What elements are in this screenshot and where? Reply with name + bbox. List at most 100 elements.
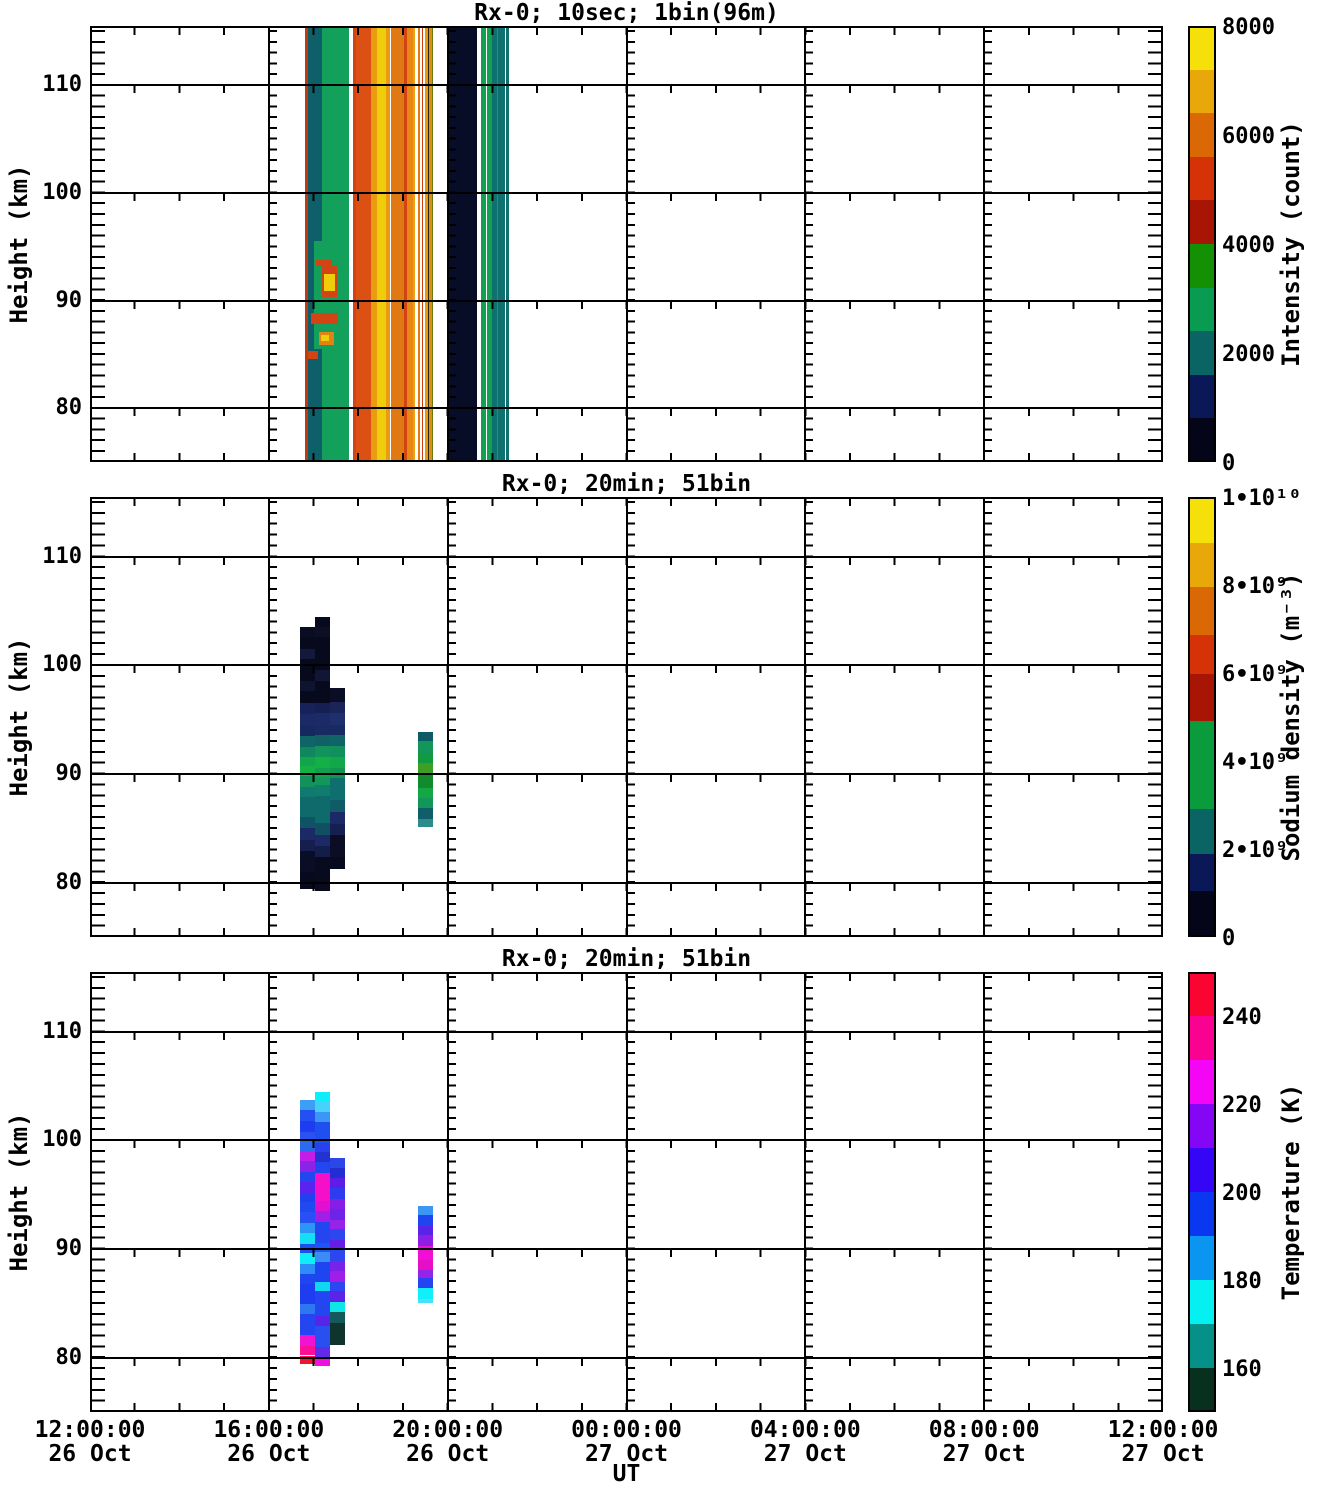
colorbar-block <box>1188 1192 1216 1236</box>
colorbar-block <box>1188 721 1216 810</box>
colorbar-title: Intensity (count) <box>1277 121 1305 367</box>
heatmap-cell <box>308 351 318 359</box>
heatmap-cell <box>330 1157 345 1168</box>
heatmap-cell <box>314 1281 331 1292</box>
heatmap-cell <box>314 1152 331 1163</box>
panel-title: Rx-0; 10sec; 1bin(96m) <box>474 0 779 26</box>
y-tick-label: 90 <box>55 287 83 313</box>
heatmap-cell <box>418 1215 433 1227</box>
heatmap-cell <box>314 822 331 835</box>
heatmap-cell <box>300 714 315 727</box>
heatmap-cell <box>300 638 315 650</box>
x-tick-date: 27 Oct <box>1121 1441 1205 1467</box>
heatmap-cell <box>314 1242 331 1253</box>
heatmap-cell <box>314 637 331 670</box>
heatmap-cell <box>480 26 487 462</box>
heatmap-cell <box>355 26 371 462</box>
x-tick-time: 04:00:00 <box>749 1417 861 1443</box>
heatmap-cell <box>314 795 331 823</box>
x-axis-title: UT <box>612 1461 641 1487</box>
heatmap-cell <box>330 1240 345 1251</box>
heatmap-cell <box>314 1172 331 1202</box>
colorbar-block <box>1188 634 1216 674</box>
heatmap-cell <box>314 725 331 735</box>
colorbar-tick-label: 8•10⁹ <box>1222 574 1289 599</box>
heatmap-cell <box>300 1120 315 1132</box>
heatmap-cell <box>314 734 331 746</box>
heatmap-cell <box>314 767 331 779</box>
colorbar-tick-label: 6•10⁹ <box>1222 662 1289 687</box>
y-tick-label: 110 <box>42 543 82 569</box>
heatmap-cell <box>418 1205 433 1216</box>
heatmap-cell <box>300 817 315 829</box>
colorbar-tick-label: 0 <box>1222 926 1236 951</box>
heatmap-cell <box>314 1262 331 1282</box>
heatmap-cell <box>314 1291 331 1317</box>
gridline-horizontal <box>90 881 1163 891</box>
heatmap-cell <box>300 1161 315 1172</box>
colorbar-block <box>1188 1016 1216 1060</box>
heatmap-cell <box>314 745 331 757</box>
heatmap-cell <box>418 1278 433 1289</box>
colorbar-title-box: Intensity (count) <box>1268 26 1314 462</box>
minor-ticks-left <box>92 497 105 937</box>
heatmap-cell <box>300 746 315 757</box>
heatmap-cell <box>300 1151 315 1162</box>
y-tick-label: 100 <box>42 1127 82 1153</box>
heatmap-cell <box>300 1202 315 1213</box>
gridline-vertical <box>804 497 814 937</box>
gridline-horizontal <box>90 84 1163 94</box>
heatmap-cell <box>300 828 315 841</box>
heatmap-cell <box>418 763 433 773</box>
heatmap-cell <box>412 26 416 462</box>
heatmap-cell <box>300 787 315 797</box>
colorbar-title: Sodium density (m⁻³) <box>1277 572 1305 862</box>
x-tick-time: 12:00:00 <box>1107 1417 1219 1443</box>
heatmap-cell <box>330 824 345 835</box>
colorbar-frame <box>1188 497 1216 937</box>
gridline-vertical <box>267 972 277 1412</box>
x-tick-time: 20:00:00 <box>392 1417 504 1443</box>
heatmap-cell <box>314 627 331 638</box>
heatmap-cell <box>418 1269 433 1279</box>
colorbar-block <box>1188 244 1216 288</box>
heatmap-cell <box>418 753 433 764</box>
heatmap-cell <box>421 26 423 462</box>
heatmap-cell <box>330 834 345 857</box>
heatmap-cell <box>314 1346 331 1358</box>
heatmap-cell <box>487 26 493 462</box>
heatmap-cell <box>300 766 315 777</box>
colorbar-tick-label: 8000 <box>1222 15 1275 40</box>
heatmap-cell <box>300 1314 315 1335</box>
gridline-vertical <box>446 26 456 462</box>
heatmap-cell <box>505 26 510 462</box>
y-axis-title-box: Height (km) <box>2 972 36 1412</box>
heatmap-cell <box>498 26 505 462</box>
colorbar-tick-label: 1•10¹⁰ <box>1222 486 1302 511</box>
heatmap-cell <box>300 736 315 747</box>
heatmap-cell <box>370 26 378 462</box>
heatmap-cell <box>300 1212 315 1223</box>
gridline-vertical <box>625 26 635 462</box>
heatmap-cell <box>314 713 331 726</box>
heatmap-cell <box>406 26 413 462</box>
colorbar-frame <box>1188 26 1216 462</box>
heatmap-cell <box>314 241 323 349</box>
colorbar-block <box>1188 200 1216 244</box>
colorbar-block <box>1188 809 1216 854</box>
colorbar-tick-label: 200 <box>1222 1181 1262 1206</box>
gridline-vertical <box>446 972 456 1412</box>
gridline-horizontal <box>90 299 1163 309</box>
heatmap-cell <box>330 800 345 813</box>
heatmap-cell <box>330 1291 345 1303</box>
y-tick-label: 90 <box>55 1236 83 1262</box>
colorbar-block <box>1188 287 1216 332</box>
heatmap-cell <box>314 1112 331 1122</box>
colorbar-block <box>1188 673 1216 722</box>
colorbar-block <box>1188 331 1216 375</box>
heatmap-cell <box>418 788 433 798</box>
heatmap-cell <box>330 725 345 735</box>
heatmap-cell <box>314 756 331 768</box>
x-tick-date: 26 Oct <box>227 1441 311 1467</box>
heatmap-cell <box>492 26 497 462</box>
